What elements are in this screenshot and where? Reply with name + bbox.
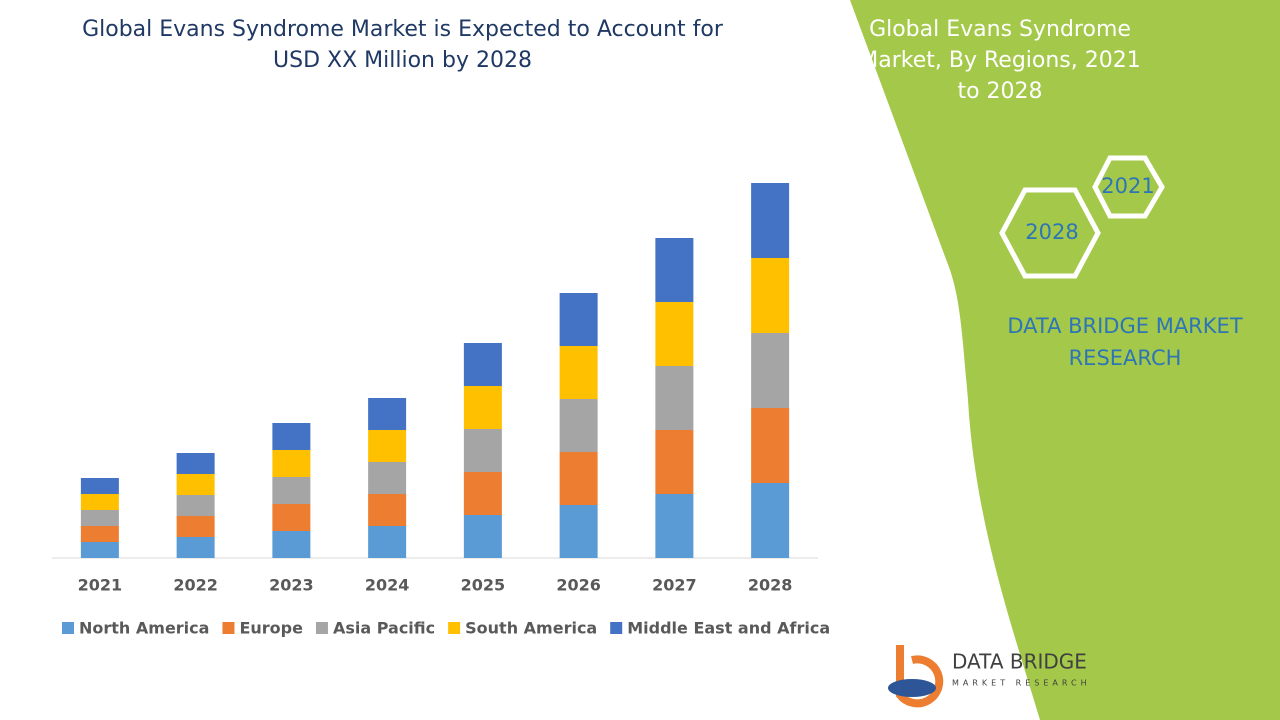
bar-segment [176, 495, 215, 516]
bar-segment [559, 293, 598, 346]
legend-label: Asia Pacific [333, 619, 435, 638]
bar-segment [272, 450, 311, 477]
bar-segment [463, 429, 502, 472]
bar-segment [559, 505, 598, 558]
bar-segment [559, 452, 598, 505]
bar-segment [272, 504, 311, 531]
hexagon-label: 2028 [1025, 220, 1078, 244]
legend-label: South America [465, 619, 597, 638]
bar-segment [751, 483, 790, 558]
bar-segment [655, 302, 694, 366]
bar-segment [655, 238, 694, 302]
legend-label: Europe [239, 619, 303, 638]
bar-segment [368, 462, 407, 494]
panel-title-text: Global Evans Syndrome Market, By Regions… [859, 17, 1141, 104]
hexagon [999, 187, 1101, 279]
bar-segment [559, 346, 598, 399]
bar-segment [272, 477, 311, 504]
legend-swatch [448, 622, 461, 634]
bar-segment [80, 542, 119, 558]
bar-segment [655, 494, 694, 558]
x-tick-label: 2024 [365, 576, 410, 595]
logo: DATA BRIDGE MARKET RESEARCH [888, 645, 1091, 708]
bar-segment [463, 472, 502, 515]
legend-swatch [62, 622, 74, 634]
bar-segment [176, 474, 215, 495]
hexagon [1092, 155, 1165, 219]
logo-tagline: MARKET RESEARCH [952, 679, 1091, 688]
bar-segment [176, 537, 215, 558]
bar-segment [272, 531, 311, 558]
legend-swatch [315, 622, 328, 634]
legend-swatch [222, 622, 235, 634]
legend-label: Middle East and Africa [627, 619, 830, 638]
bar-segment [80, 478, 119, 494]
bar-segment [655, 366, 694, 430]
bar-segment [751, 183, 790, 258]
x-tick-label: 2021 [78, 576, 123, 595]
bar-segment [463, 515, 502, 558]
logo-name: DATA BRIDGE [952, 650, 1087, 674]
brand: DATA BRIDGE MARKET RESEARCH [1007, 314, 1243, 370]
legend-swatch [610, 622, 623, 634]
bar-segment [751, 333, 790, 408]
bar-segment [80, 494, 119, 510]
bar-segment [463, 343, 502, 386]
bar-segment [751, 258, 790, 333]
bar-segment [176, 516, 215, 537]
bar-segment [176, 453, 215, 474]
chart: 2021 2022 2023 2024 2025 2026 2027 2028 North Am… [52, 183, 830, 638]
bar-segment [559, 399, 598, 452]
bar-segment [368, 494, 407, 526]
logo-icon [896, 645, 944, 708]
bar-segment [751, 408, 790, 483]
hexagon-label: 2021 [1101, 174, 1154, 198]
panel-title: Global Evans Syndrome Market, By Regions… [775, 14, 1225, 107]
bar-segment [272, 423, 311, 450]
bar-segment [368, 526, 407, 558]
x-tick-label: 2025 [461, 576, 506, 595]
bar-segment [80, 510, 119, 526]
bar-segment [368, 398, 407, 430]
x-tick-label: 2022 [173, 576, 218, 595]
legend-label: North America [79, 619, 209, 638]
x-tick-label: 2026 [556, 576, 601, 595]
chart-title: Global Evans Syndrome Market is Expected… [82, 17, 723, 73]
bar-segment [655, 430, 694, 494]
logo-icon [888, 679, 936, 697]
bar-segment [463, 386, 502, 429]
x-tick-label: 2027 [652, 576, 697, 595]
x-tick-label: 2028 [748, 576, 793, 595]
bar-segment [80, 526, 119, 542]
x-tick-label: 2023 [269, 576, 314, 595]
green-panel [850, 0, 1280, 720]
bar-segment [368, 430, 407, 462]
